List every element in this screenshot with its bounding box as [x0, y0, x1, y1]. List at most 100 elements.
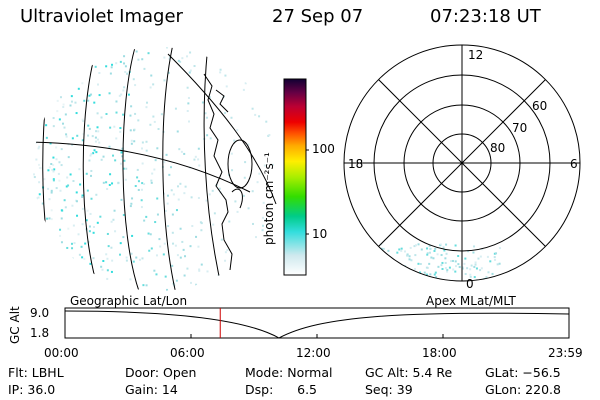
mlat-label-60: 60 [532, 99, 547, 113]
glon-info: GLon: 220.8 [485, 382, 561, 397]
emission-pixel [408, 258, 411, 261]
emission-pixel [387, 256, 390, 259]
emission-pixel [231, 169, 234, 172]
emission-pixel [23, 146, 25, 148]
emission-pixel [59, 228, 62, 231]
emission-pixel [124, 65, 127, 68]
filter-info: Flt: LBHL [8, 365, 64, 380]
emission-pixel [79, 183, 82, 186]
emission-pixel [46, 66, 49, 69]
emission-pixel [489, 260, 492, 263]
emission-pixel [477, 257, 480, 260]
emission-pixel [43, 254, 46, 257]
emission-pixel [388, 282, 390, 284]
emission-pixel [168, 57, 171, 60]
emission-pixel [133, 128, 136, 131]
emission-pixel [81, 195, 84, 198]
emission-pixel [401, 266, 404, 269]
emission-pixel [163, 79, 166, 82]
emission-pixel [429, 279, 432, 281]
emission-pixel [397, 274, 400, 277]
emission-pixel [18, 209, 20, 211]
emission-pixel [486, 255, 489, 258]
emission-pixel [124, 290, 127, 291]
emission-pixel [258, 115, 261, 118]
emission-pixel [48, 74, 51, 77]
emission-pixel [94, 285, 97, 288]
emission-pixel [175, 279, 178, 282]
emission-pixel [174, 244, 177, 247]
emission-pixel [179, 256, 182, 259]
emission-pixel [171, 213, 174, 216]
colorbar-unit-label: photon cm⁻²s⁻¹ [262, 152, 276, 245]
emission-pixel [218, 52, 221, 55]
emission-pixel [93, 101, 96, 104]
emission-pixel [113, 44, 115, 46]
emission-pixel [31, 275, 33, 277]
emission-pixel [23, 284, 25, 286]
emission-pixel [62, 58, 65, 61]
emission-pixel [268, 133, 271, 136]
emission-pixel [90, 93, 93, 96]
emission-pixel [82, 279, 85, 282]
emission-pixel [48, 198, 51, 201]
emission-pixel [129, 129, 132, 132]
emission-pixel [156, 213, 159, 216]
emission-pixel [33, 274, 34, 277]
emission-pixel [48, 60, 51, 63]
emission-pixel [483, 285, 485, 287]
emission-pixel [35, 251, 38, 254]
emission-pixel [445, 243, 448, 246]
emission-pixel [208, 96, 211, 99]
emission-pixel [90, 152, 93, 155]
emission-pixel [38, 181, 41, 184]
emission-pixel [461, 267, 464, 270]
emission-pixel [446, 270, 449, 273]
emission-pixel [19, 254, 21, 256]
emission-pixel [499, 275, 502, 278]
emission-pixel [33, 205, 35, 208]
emission-pixel [414, 254, 417, 257]
emission-pixel [44, 243, 47, 246]
emission-pixel [172, 242, 175, 245]
emission-pixel [105, 112, 108, 115]
emission-pixel [123, 86, 126, 89]
emission-pixel [43, 279, 46, 282]
emission-pixel [68, 49, 71, 52]
emission-pixel [273, 246, 276, 249]
emission-pixel [73, 48, 76, 51]
colorbar-tick-100: 100 [312, 142, 335, 156]
emission-pixel [130, 105, 133, 108]
emission-pixel [66, 286, 69, 289]
emission-pixel [236, 71, 239, 74]
emission-pixel [251, 107, 254, 110]
emission-pixel [475, 267, 478, 270]
emission-pixel [135, 256, 138, 259]
emission-pixel [59, 234, 62, 237]
emission-pixel [413, 271, 416, 274]
emission-pixel [122, 89, 125, 92]
emission-pixel [207, 290, 210, 291]
emission-pixel [493, 281, 495, 283]
emission-pixel [472, 251, 475, 254]
emission-pixel [67, 227, 70, 230]
emission-pixel [97, 83, 100, 86]
emission-pixel [154, 159, 157, 162]
mlt-label-0: 0 [466, 277, 474, 291]
emission-pixel [166, 47, 169, 49]
emission-pixel [230, 152, 233, 155]
emission-pixel [110, 220, 113, 223]
emission-pixel [242, 88, 245, 91]
emission-pixel [63, 51, 66, 54]
emission-pixel [163, 242, 166, 245]
emission-pixel [76, 57, 79, 60]
emission-pixel [441, 261, 444, 264]
emission-pixel [89, 154, 92, 157]
emission-pixel [67, 184, 70, 187]
emission-pixel [120, 151, 123, 154]
emission-pixel [200, 263, 203, 266]
emission-pixel [66, 246, 69, 249]
emission-pixel [402, 282, 404, 284]
emission-pixel [71, 247, 74, 250]
emission-pixel [30, 199, 32, 201]
